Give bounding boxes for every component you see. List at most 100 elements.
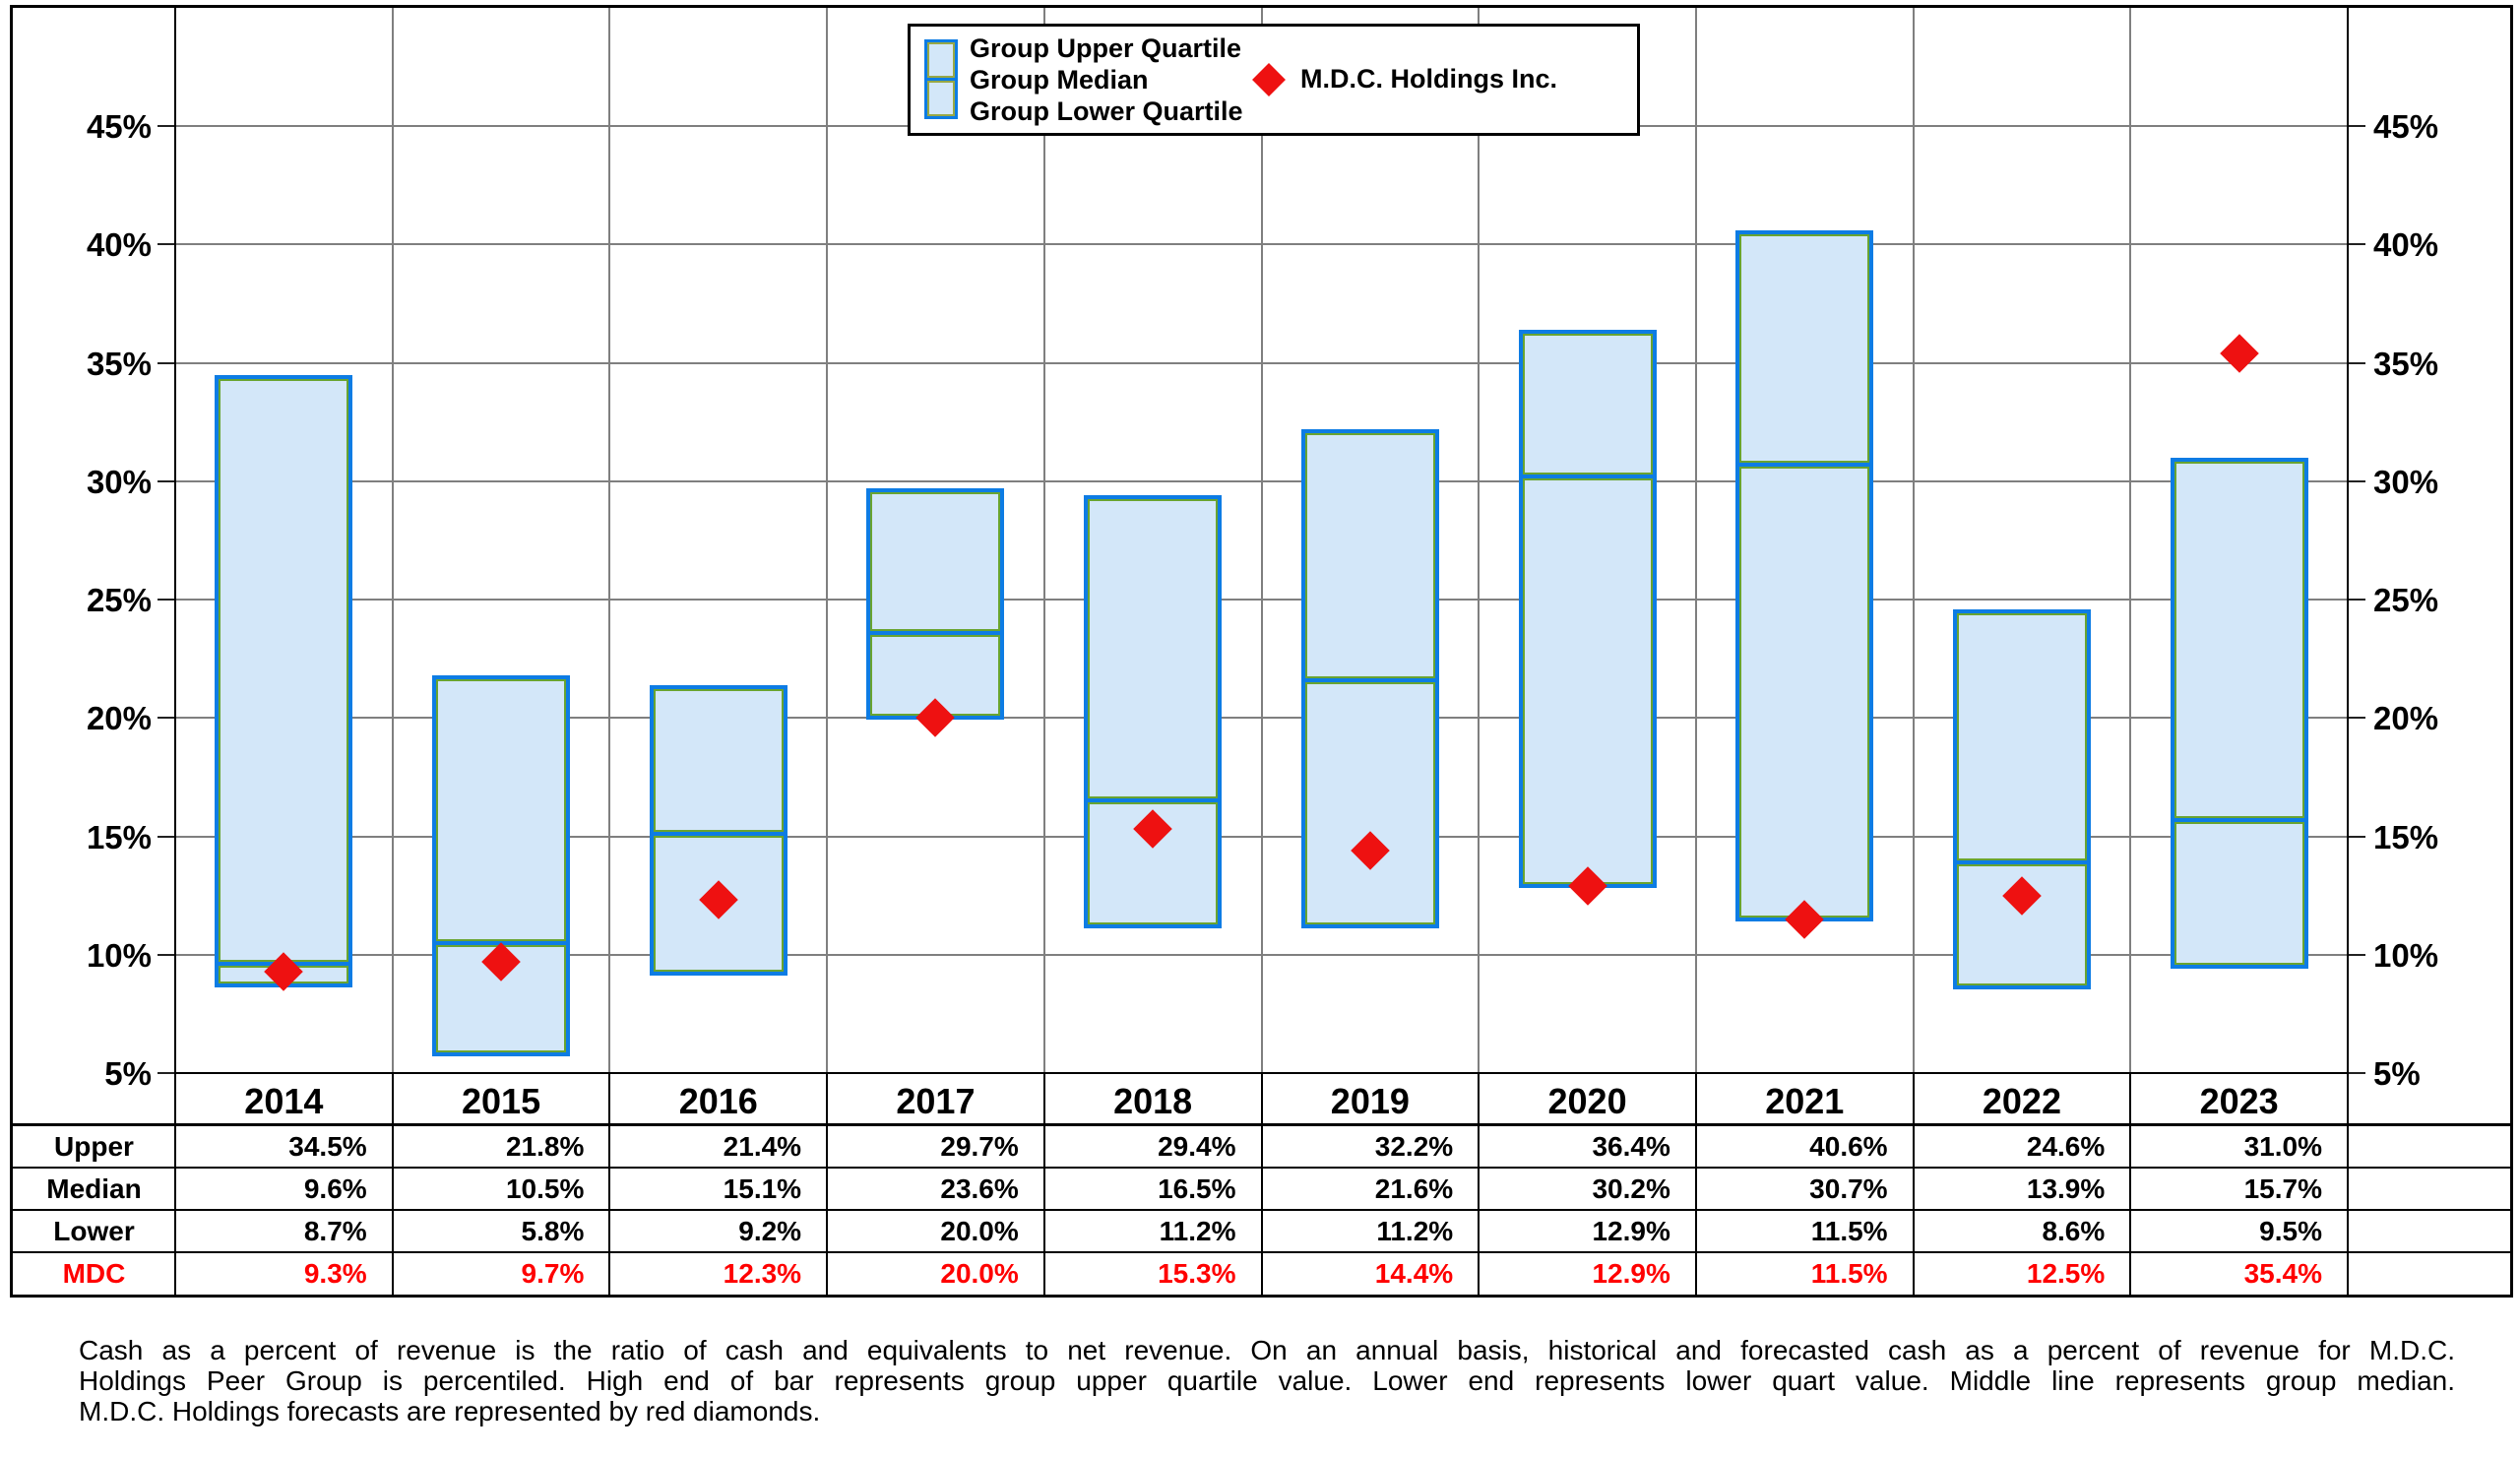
table-cell-value: 9.5% bbox=[2259, 1216, 2322, 1246]
y-axis-tick-left bbox=[158, 243, 175, 246]
table-column-separator bbox=[1912, 1073, 1915, 1295]
table-cell-value: 21.6% bbox=[1374, 1173, 1454, 1204]
y-axis-tick-right bbox=[2348, 243, 2365, 246]
table-cell-value: 30.7% bbox=[1809, 1173, 1888, 1204]
table-cell-value: 11.2% bbox=[1159, 1216, 1236, 1246]
y-axis-tick-right bbox=[2348, 717, 2365, 720]
table-cell-value: 35.4% bbox=[2243, 1258, 2322, 1289]
table-cell-value: 40.6% bbox=[1809, 1131, 1888, 1162]
y-axis-label-right: 35% bbox=[2373, 345, 2439, 382]
y-axis-tick-right bbox=[2348, 835, 2365, 838]
table-cell-value: 11.5% bbox=[1810, 1216, 1888, 1246]
table-cell-value: 12.5% bbox=[2026, 1258, 2106, 1289]
table-cell-value: 20.0% bbox=[940, 1258, 1019, 1289]
table-cell-value: 15.7% bbox=[2243, 1173, 2322, 1204]
y-axis-label-left: 10% bbox=[86, 936, 152, 974]
y-axis-label-right: 10% bbox=[2373, 936, 2439, 974]
bar-lower-quartile-segment bbox=[1735, 463, 1874, 921]
y-axis-label-right: 30% bbox=[2373, 463, 2439, 500]
legend-label-company: M.D.C. Holdings Inc. bbox=[1300, 64, 1557, 94]
table-cell-value: 31.0% bbox=[2243, 1131, 2322, 1162]
x-axis-line bbox=[175, 1072, 2348, 1074]
table-column-separator bbox=[1042, 1073, 1045, 1295]
x-axis-year-label: 2020 bbox=[1547, 1081, 1627, 1121]
y-axis-tick-right bbox=[2348, 1072, 2365, 1074]
x-axis-year-label: 2023 bbox=[2199, 1081, 2279, 1121]
table-row-label: Median bbox=[46, 1173, 142, 1204]
y-axis-tick-left bbox=[158, 361, 175, 364]
bar-upper-quartile-segment bbox=[649, 684, 788, 837]
y-axis-tick-left bbox=[158, 479, 175, 482]
x-axis-year-label: 2016 bbox=[678, 1081, 758, 1121]
x-axis-year-label: 2019 bbox=[1330, 1081, 1410, 1121]
table-cell-value: 16.5% bbox=[1158, 1173, 1236, 1204]
footnote-line-2: Holdings Peer Group is percentiled. High… bbox=[79, 1365, 2455, 1396]
bar-upper-quartile-segment bbox=[1300, 428, 1439, 682]
y-axis-tick-left bbox=[158, 953, 175, 956]
table-cell-value: 8.6% bbox=[2042, 1216, 2106, 1246]
y-axis-tick-left bbox=[158, 835, 175, 838]
gridline-vertical bbox=[1912, 8, 1915, 1073]
table-cell-value: 15.1% bbox=[723, 1173, 802, 1204]
table-cell-value: 12.9% bbox=[1592, 1216, 1670, 1246]
y-axis-label-right: 20% bbox=[2373, 700, 2439, 737]
y-axis-line-right bbox=[2347, 8, 2349, 1295]
red-diamond-icon bbox=[1252, 63, 1286, 96]
bar-upper-quartile-segment bbox=[432, 675, 571, 945]
y-axis-label-left: 25% bbox=[86, 582, 152, 619]
table-cell-value: 9.6% bbox=[303, 1173, 367, 1204]
table-row-label: Upper bbox=[54, 1131, 134, 1162]
gridline-vertical bbox=[1478, 8, 1480, 1073]
table-cell-value: 12.3% bbox=[723, 1258, 802, 1289]
table-cell-value: 10.5% bbox=[505, 1173, 585, 1204]
x-axis-year-label: 2015 bbox=[462, 1081, 541, 1121]
y-axis-tick-left bbox=[158, 1072, 175, 1074]
bar-lower-quartile-segment bbox=[2170, 817, 2308, 969]
y-axis-tick-right bbox=[2348, 599, 2365, 602]
y-axis-label-left: 40% bbox=[86, 226, 152, 264]
legend-label-median: Group Median bbox=[970, 65, 1149, 95]
plot-area: 5% 5% 10% 10% 15% 15% 20% 20% 25% 25% 30% 30% 35% 35%… bbox=[13, 8, 2510, 1295]
bar-upper-quartile-segment bbox=[1735, 230, 1874, 468]
gridline-vertical bbox=[1042, 8, 1045, 1073]
bar-upper-quartile-segment bbox=[215, 374, 353, 967]
table-cell-value: 30.2% bbox=[1592, 1173, 1670, 1204]
table-cell-value: 34.5% bbox=[288, 1131, 367, 1162]
x-axis-year-label: 2022 bbox=[1982, 1081, 2061, 1121]
y-axis-label-left: 20% bbox=[86, 700, 152, 737]
gridline-vertical bbox=[391, 8, 394, 1073]
table-row-separator bbox=[13, 1251, 2510, 1253]
table-cell-value: 9.2% bbox=[738, 1216, 802, 1246]
x-axis-year-label: 2021 bbox=[1765, 1081, 1845, 1121]
y-axis-tick-right bbox=[2348, 953, 2365, 956]
table-cell-value: 11.5% bbox=[1810, 1258, 1888, 1289]
bar-lower-quartile-segment bbox=[1300, 677, 1439, 928]
table-top-border bbox=[13, 1123, 2510, 1126]
table-cell-value: 21.4% bbox=[723, 1131, 802, 1162]
gridline-vertical bbox=[826, 8, 829, 1073]
x-axis-year-label: 2017 bbox=[896, 1081, 976, 1121]
y-axis-label-right: 15% bbox=[2373, 818, 2439, 855]
legend-label-upper-quartile: Group Upper Quartile bbox=[970, 33, 1242, 63]
y-axis-tick-right bbox=[2348, 479, 2365, 482]
legend-label-lower-quartile: Group Lower Quartile bbox=[970, 96, 1243, 126]
table-column-separator bbox=[391, 1073, 394, 1295]
table-column-separator bbox=[2129, 1073, 2132, 1295]
x-axis-year-label: 2018 bbox=[1113, 1081, 1193, 1121]
y-axis-tick-left bbox=[158, 599, 175, 602]
y-axis-label-left: 5% bbox=[104, 1055, 152, 1092]
table-cell-value: 9.3% bbox=[303, 1258, 367, 1289]
footnote-line-1: Cash as a percent of revenue is the rati… bbox=[79, 1335, 2455, 1365]
table-row-label: Lower bbox=[53, 1216, 135, 1246]
chart-legend: Group Upper Quartile Group Median Group … bbox=[908, 24, 1640, 136]
table-column-separator bbox=[1260, 1073, 1263, 1295]
gridline-vertical bbox=[1260, 8, 1263, 1073]
y-axis-tick-left bbox=[158, 125, 175, 128]
gridline-vertical bbox=[2129, 8, 2132, 1073]
y-axis-label-left: 15% bbox=[86, 818, 152, 855]
bar-upper-quartile-segment bbox=[1952, 608, 2091, 864]
table-cell-value: 5.8% bbox=[521, 1216, 585, 1246]
table-cell-value: 36.4% bbox=[1592, 1131, 1670, 1162]
table-row-separator bbox=[13, 1209, 2510, 1211]
gridline-vertical bbox=[608, 8, 611, 1073]
